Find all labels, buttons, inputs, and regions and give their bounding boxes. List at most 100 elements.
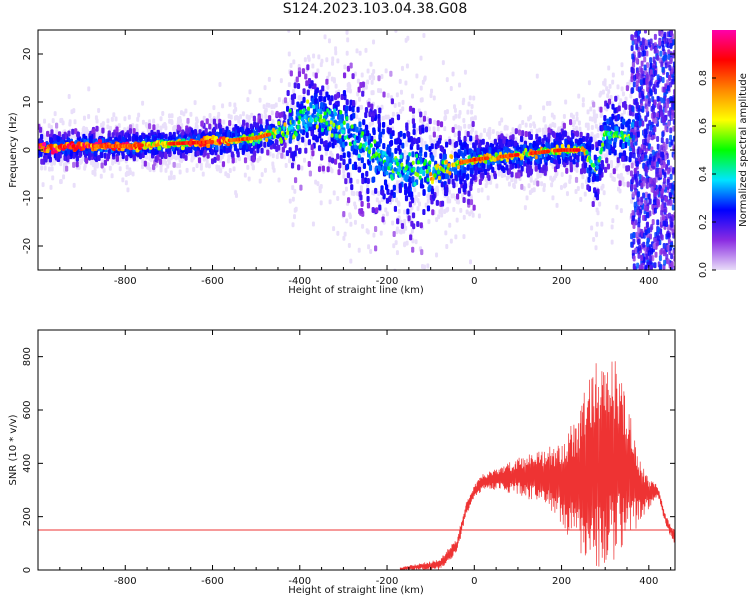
halo-point [551, 122, 555, 128]
halo-point [291, 222, 295, 228]
halo-point [587, 80, 591, 86]
halo-point [446, 195, 450, 201]
mid-point [370, 115, 375, 122]
halo-point [581, 97, 585, 103]
mid-point [318, 95, 322, 102]
mid-point [67, 130, 71, 137]
halo-point [234, 158, 238, 164]
mid-point [377, 75, 381, 82]
halo-point [545, 101, 549, 107]
halo-point [596, 133, 600, 139]
mid-point [427, 186, 431, 193]
mid-point [342, 90, 347, 97]
halo-point [472, 95, 476, 101]
halo-point [366, 68, 370, 74]
mid-point [181, 152, 186, 159]
halo-point [391, 220, 395, 226]
halo-point [395, 250, 399, 256]
mid-point [529, 133, 533, 140]
halo-point [250, 112, 254, 118]
halo-point [615, 204, 619, 210]
halo-point [360, 268, 364, 270]
halo-point [247, 176, 251, 182]
mid-point [231, 157, 235, 164]
mid-point [252, 115, 256, 122]
halo-point [384, 207, 388, 213]
halo-point [62, 174, 66, 180]
mid-point [436, 120, 440, 127]
mid-point [366, 202, 371, 209]
mid-point [437, 137, 442, 144]
mid-point [210, 149, 215, 156]
halo-point [459, 207, 463, 213]
halo-point [563, 183, 567, 189]
halo-point [454, 234, 458, 240]
mid-point [167, 147, 172, 154]
halo-point [159, 167, 163, 173]
halo-point [462, 214, 466, 220]
mid-point [404, 189, 408, 196]
mid-point [402, 132, 406, 139]
halo-point [346, 37, 350, 43]
mid-point [372, 127, 376, 134]
mid-point [368, 164, 373, 171]
mid-point [535, 133, 539, 140]
mid-point [315, 136, 319, 143]
mid-point [381, 121, 386, 128]
halo-point [106, 124, 110, 130]
halo-point [343, 64, 347, 70]
halo-point [84, 126, 88, 132]
halo-point [371, 190, 375, 196]
mid-point [268, 139, 273, 146]
halo-point [112, 112, 116, 118]
mid-point [454, 174, 458, 181]
halo-point [345, 50, 349, 56]
halo-point [159, 125, 163, 131]
halo-point [406, 35, 410, 41]
halo-point [192, 167, 196, 173]
halo-point [605, 86, 609, 92]
halo-point [595, 221, 599, 227]
mid-point [543, 134, 547, 141]
mid-point [366, 178, 370, 185]
halo-point [355, 114, 359, 120]
mid-point [607, 98, 612, 105]
mid-point [517, 129, 522, 136]
halo-point [349, 221, 353, 227]
halo-point [417, 201, 421, 207]
mid-point [146, 135, 150, 142]
mid-point [596, 175, 600, 182]
halo-point [555, 202, 559, 208]
halo-point [331, 56, 335, 62]
halo-point [409, 275, 412, 280]
halo-point [395, 92, 399, 98]
mid-point [347, 197, 351, 204]
halo-point [336, 58, 340, 64]
mid-point [385, 184, 389, 191]
mid-point [283, 97, 288, 104]
mid-point [242, 144, 246, 151]
halo-point [391, 111, 395, 117]
mid-point [301, 68, 305, 75]
halo-point [463, 69, 467, 75]
halo-point [505, 125, 509, 131]
halo-point [419, 55, 423, 61]
mid-point [208, 123, 212, 130]
halo-point [597, 278, 600, 283]
mid-point [132, 128, 136, 135]
halo-point [348, 88, 352, 94]
mid-point [143, 160, 147, 167]
mid-point [604, 166, 608, 173]
mid-point [453, 169, 458, 176]
mid-point [49, 137, 53, 144]
mid-point [317, 145, 322, 152]
halo-point [578, 126, 582, 132]
halo-point [423, 75, 427, 81]
halo-point [592, 113, 596, 119]
mid-point [373, 226, 378, 233]
mid-point [295, 76, 299, 83]
halo-point [592, 109, 596, 115]
mid-point [360, 157, 364, 164]
mid-point [365, 170, 369, 177]
halo-point [414, 195, 418, 201]
